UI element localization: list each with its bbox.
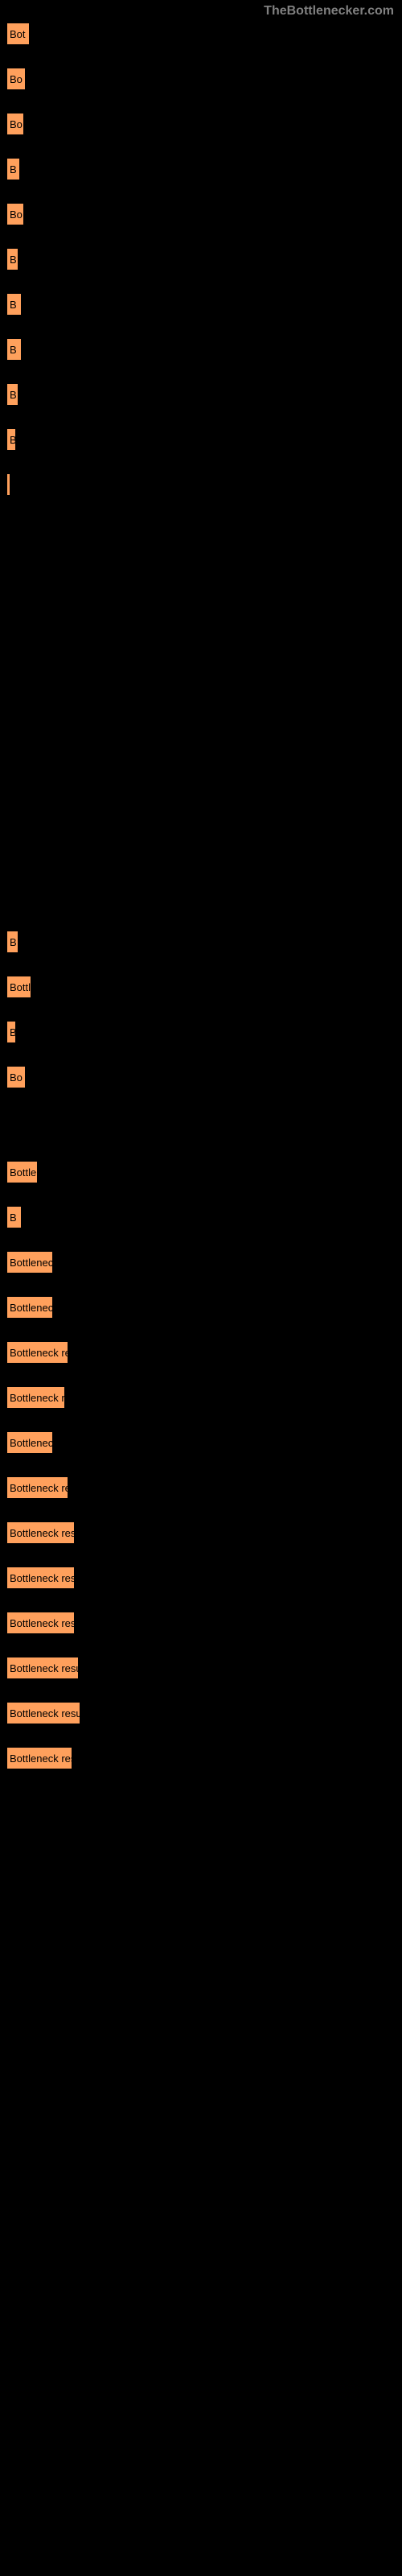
bar: Bottleneck resu <box>6 1612 75 1634</box>
bar-label: Bottleneck resu <box>10 1617 75 1629</box>
bar: B <box>6 248 18 270</box>
bar-row: B <box>6 428 396 451</box>
bar: B <box>6 1206 22 1228</box>
bar-row: Bo <box>6 203 396 225</box>
bar-label: B <box>10 344 17 356</box>
bar-label: Bo <box>10 118 23 130</box>
bar-label: Bo <box>10 73 23 85</box>
bar: Bo <box>6 113 24 135</box>
bar-row <box>6 473 396 496</box>
bar-row: B <box>6 1021 396 1043</box>
bar-row: Bottleneck resu <box>6 1657 396 1679</box>
bar-label: Bottleneck result <box>10 1707 80 1719</box>
bar-chart-container: Bot Bo Bo B Bo B B B B B B Bottl B Bo Bottle B Bottlenec… <box>0 23 402 1769</box>
bar-row: Bot <box>6 23 396 45</box>
bar: Bottleneck re <box>6 1476 68 1499</box>
bar-label: Bottleneck res <box>10 1572 75 1584</box>
bar: Bottleneck res <box>6 1747 72 1769</box>
bar: Bottleneck resu <box>6 1657 79 1679</box>
bar-row: Bottleneck <box>6 1251 396 1274</box>
bar: Bottleneck r <box>6 1386 65 1409</box>
bar-row: B <box>6 293 396 316</box>
bar: Bot <box>6 23 30 45</box>
bar-row: Bottlenec <box>6 1431 396 1454</box>
bar-label: B <box>10 254 17 266</box>
bar: Bo <box>6 68 26 90</box>
bar-row: Bottleneck resu <box>6 1521 396 1544</box>
bar-row: B <box>6 383 396 406</box>
bar-label: Bottleneck resu <box>10 1662 79 1674</box>
bar-label: Bo <box>10 208 23 221</box>
bar-row: Bottleneck res <box>6 1567 396 1589</box>
bar-row: B <box>6 1206 396 1228</box>
bar-row: B <box>6 338 396 361</box>
bar-row: B <box>6 931 396 953</box>
bar-row: Bottleneck r <box>6 1386 396 1409</box>
watermark-text: TheBottlenecker.com <box>0 0 402 23</box>
bar: Bo <box>6 203 24 225</box>
bar: Bottleneck <box>6 1296 53 1319</box>
bar: B <box>6 1021 16 1043</box>
bar: Bottleneck result <box>6 1702 80 1724</box>
bar-label: Bottleneck res <box>10 1752 72 1765</box>
bar: Bottleneck re <box>6 1341 68 1364</box>
bar-label: Bottleneck r <box>10 1392 65 1404</box>
bar-label: B <box>10 1212 17 1224</box>
bar-row: Bottleneck result <box>6 1702 396 1724</box>
bar-label: Bot <box>10 28 26 40</box>
bar-row: Bottle <box>6 1161 396 1183</box>
bar-row: Bottleneck re <box>6 1476 396 1499</box>
bar-row: Bottleneck resu <box>6 1612 396 1634</box>
bar-label: Bottl <box>10 981 31 993</box>
bar-label: B <box>10 434 16 446</box>
bar-label: B <box>10 389 17 401</box>
bar <box>6 473 10 496</box>
bar: B <box>6 338 22 361</box>
bar-row: Bottl <box>6 976 396 998</box>
bar-label: Bottleneck resu <box>10 1527 75 1539</box>
bar-label: Bottleneck <box>10 1302 53 1314</box>
bar-row: B <box>6 158 396 180</box>
bar-label: B <box>10 1026 16 1038</box>
bar-label: Bottlenec <box>10 1437 53 1449</box>
bar-row: Bottleneck re <box>6 1341 396 1364</box>
bar-label: B <box>10 936 17 948</box>
bar: B <box>6 293 22 316</box>
bar: Bottl <box>6 976 31 998</box>
bar-label: B <box>10 299 17 311</box>
bar: B <box>6 931 18 953</box>
bar-row: Bo <box>6 113 396 135</box>
bar: Bottleneck resu <box>6 1521 75 1544</box>
bar-row: Bottleneck res <box>6 1747 396 1769</box>
bar: Bo <box>6 1066 26 1088</box>
bar: Bottle <box>6 1161 38 1183</box>
bar-row: Bottleneck <box>6 1296 396 1319</box>
bar-row: B <box>6 248 396 270</box>
bar: B <box>6 383 18 406</box>
bar-label: Bottleneck <box>10 1257 53 1269</box>
bar: Bottleneck res <box>6 1567 75 1589</box>
bar-label: Bottle <box>10 1166 36 1179</box>
bar: Bottleneck <box>6 1251 53 1274</box>
bar-label: B <box>10 163 17 175</box>
bar: B <box>6 158 20 180</box>
bar: B <box>6 428 16 451</box>
bar: Bottlenec <box>6 1431 53 1454</box>
bar-label: Bo <box>10 1071 23 1084</box>
bar-row: Bo <box>6 1066 396 1088</box>
bar-label: Bottleneck re <box>10 1347 68 1359</box>
bar-row: Bo <box>6 68 396 90</box>
bar-label: Bottleneck re <box>10 1482 68 1494</box>
